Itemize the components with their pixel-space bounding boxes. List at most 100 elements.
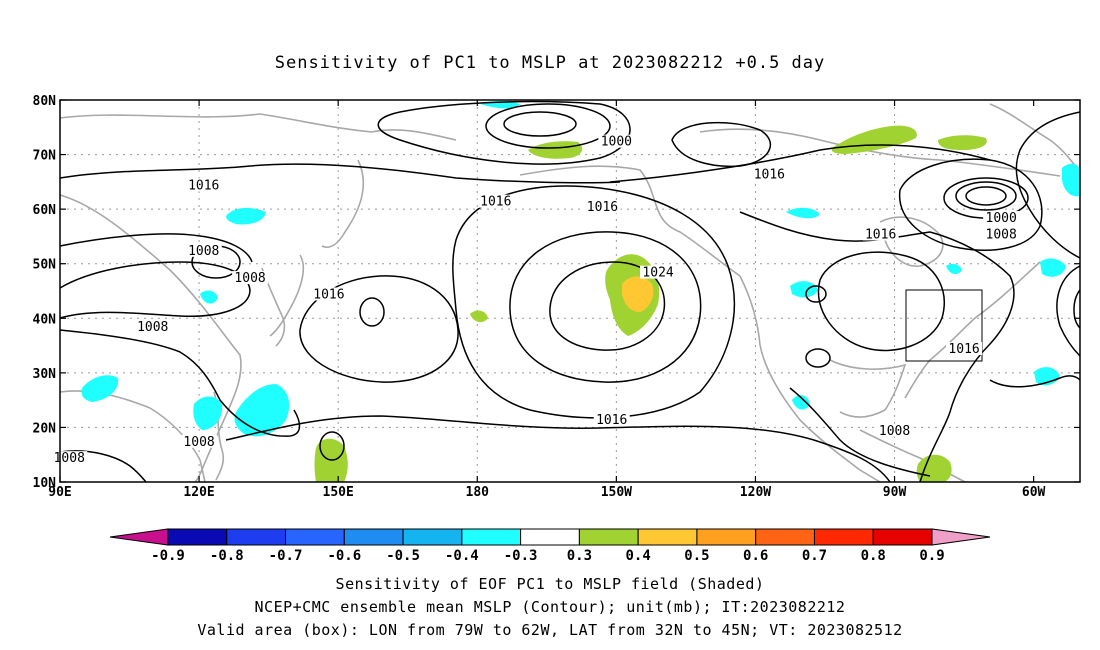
contour-1008-canada xyxy=(898,158,1043,251)
footer-line-2: NCEP+CMC ensemble mean MSLP (Contour); u… xyxy=(255,598,846,616)
contour-label-bg xyxy=(310,287,347,301)
contour-subtropical-atlantic xyxy=(989,375,1081,388)
lon-tick-label: 90W xyxy=(883,485,907,500)
colorbar-swatch xyxy=(637,528,698,546)
contour-label: 1016 xyxy=(948,342,979,357)
colorbar-high-triangle xyxy=(931,528,991,546)
contour-tropical-low xyxy=(319,431,345,461)
colorbar-swatch xyxy=(461,528,522,546)
lat-tick-label: 80N xyxy=(33,94,57,109)
lon-tick-label: 150W xyxy=(601,485,632,500)
contour-label-bg xyxy=(181,434,218,448)
contour-1016-pacific-outer xyxy=(452,185,736,419)
shade-negative-east-asia-2 xyxy=(200,290,218,304)
colorbar-label: 0.9 xyxy=(919,548,944,564)
contour-label: 1008 xyxy=(879,424,910,439)
contour-label: 1000 xyxy=(986,211,1017,226)
shade-negative-mexico xyxy=(792,395,810,410)
coastline-central-america xyxy=(859,429,966,483)
colorbar-low-triangle xyxy=(109,528,169,546)
lon-tick-label: 60W xyxy=(1022,485,1046,500)
contour-low-1000-arctic xyxy=(485,103,611,149)
map-frame xyxy=(59,99,1081,483)
shade-high-pacific-core xyxy=(622,276,654,312)
contour-1016-atlantic-arc xyxy=(1015,111,1081,259)
contour-1008-mongolia xyxy=(59,233,253,263)
contour-label-bg xyxy=(598,134,635,148)
contour-1016-west-pacific-high xyxy=(299,275,459,383)
shade-negative-hudson xyxy=(786,207,820,219)
contour-label: 1008 xyxy=(188,244,219,259)
colorbar-swatch xyxy=(872,528,933,546)
lat-tick-label: 60N xyxy=(33,203,57,218)
colorbar-swatch xyxy=(285,528,345,546)
shade-positive-pacific-small xyxy=(470,310,488,323)
contour-label-bg xyxy=(477,194,514,208)
contour-1016-arctic-ring xyxy=(671,121,772,168)
contour-1024-pacific-high xyxy=(549,261,666,351)
shade-positive-siberia xyxy=(528,141,583,159)
shade-positive-arctic-canada-2 xyxy=(938,135,987,150)
colorbar-label: -0.7 xyxy=(269,548,303,564)
contour-1008-south-asia xyxy=(59,329,301,437)
contour-1008-arctic xyxy=(377,100,631,165)
lon-tick-label: 150E xyxy=(323,485,354,500)
coastline-greenland xyxy=(989,103,1081,173)
contour-1008-central-america xyxy=(789,387,931,477)
contour-low-inner-arctic xyxy=(503,111,577,137)
contour-1016-east-us xyxy=(919,231,1015,483)
colorbar-swatch xyxy=(755,528,815,546)
colorbar-swatch xyxy=(226,528,287,546)
contour-label-bg xyxy=(185,178,222,192)
contour-label-bg xyxy=(983,211,1020,225)
map-background xyxy=(60,100,1080,482)
contour-label: 1016 xyxy=(596,413,627,428)
contour-1008-east-asia xyxy=(59,261,251,319)
colorbar-label: 0.7 xyxy=(802,548,827,564)
contour-low-1000-canada xyxy=(965,186,1007,206)
colorbar-label: -0.9 xyxy=(151,548,185,564)
colorbar-label: 0.8 xyxy=(861,548,886,564)
colorbar-label: 0.6 xyxy=(743,548,768,564)
colorbar-swatch xyxy=(813,528,874,546)
lat-tick-label: 30N xyxy=(33,367,57,382)
lon-tick-label: 180 xyxy=(466,485,490,500)
colorbar-swatch xyxy=(520,528,580,546)
contour-label: 1024 xyxy=(642,266,673,281)
contour-label-bg xyxy=(640,265,677,279)
contour-label: 1016 xyxy=(480,195,511,210)
contour-label-bg xyxy=(584,200,621,214)
contour-atlantic-loop xyxy=(1056,265,1081,357)
contour-label-bg xyxy=(946,342,983,356)
contour-1016-na-ring xyxy=(817,251,945,352)
shade-negative-atlantic-1 xyxy=(1062,163,1080,197)
colorbar-label: -0.3 xyxy=(504,548,538,564)
colorbar-label: 0.3 xyxy=(567,548,592,564)
lat-tick-label: 50N xyxy=(33,258,57,273)
contour-west-pacific-inner xyxy=(359,297,385,327)
contour-label-bg xyxy=(876,423,913,437)
contour-na-small-2 xyxy=(805,348,831,368)
shade-negative-philippine-sea xyxy=(234,384,290,437)
contour-label: 1016 xyxy=(313,287,344,302)
shade-negative-us-west xyxy=(790,281,818,298)
colorbar-swatch xyxy=(578,528,639,546)
colorbar-swatch xyxy=(167,528,228,546)
lon-tick-label: 90E xyxy=(48,485,71,500)
shade-negative-east-asia-1 xyxy=(226,207,266,225)
contour-1016-north-pacific xyxy=(59,163,621,184)
contour-label: 1008 xyxy=(54,451,85,466)
colorbar-swatch xyxy=(696,528,757,546)
contour-label: 1016 xyxy=(188,178,219,193)
contour-label: 1008 xyxy=(986,227,1017,242)
footer-line-3: Valid area (box): LON from 79W to 62W, L… xyxy=(197,621,902,639)
contour-label: 1008 xyxy=(137,320,168,335)
contour-label: 1008 xyxy=(234,271,265,286)
coastline-asia-north xyxy=(59,113,457,141)
shade-positive-arctic-canada-1 xyxy=(831,125,917,154)
axis-ticks xyxy=(59,99,1080,483)
coastline-alaska xyxy=(519,165,741,277)
contour-atlantic-low xyxy=(1073,289,1081,329)
